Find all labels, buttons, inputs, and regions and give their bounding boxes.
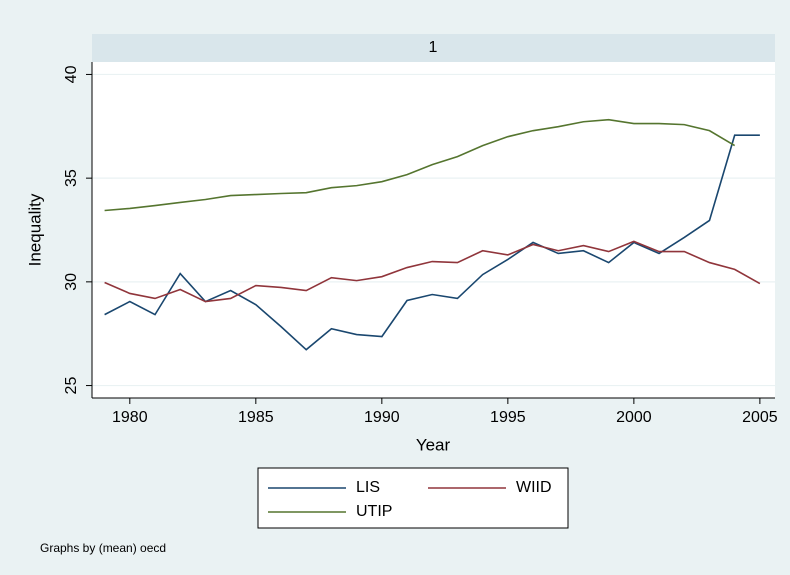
- y-tick-label: 30: [63, 273, 80, 291]
- y-tick-label: 25: [63, 377, 80, 395]
- legend-box: [257, 467, 569, 529]
- plot-area: [92, 62, 775, 398]
- legend-label: WIID: [516, 479, 552, 496]
- note: Graphs by (mean) oecd: [40, 541, 166, 555]
- y-tick-label: 35: [63, 169, 80, 187]
- y-tick-label: 40: [63, 65, 80, 83]
- x-tick-label: 1990: [364, 409, 400, 426]
- x-tick-label: 2005: [742, 409, 778, 426]
- x-tick-label: 2000: [616, 409, 652, 426]
- series-line: [104, 240, 761, 303]
- legend-label: UTIP: [356, 503, 392, 520]
- x-tick-label: 1980: [112, 409, 148, 426]
- x-tick-label: 1985: [238, 409, 274, 426]
- x-tick-label: 1995: [490, 409, 526, 426]
- series-line: [104, 134, 760, 351]
- legend-label: LIS: [356, 479, 380, 496]
- x-axis-label: Year: [416, 435, 451, 454]
- panel-label: 1: [429, 39, 438, 56]
- series-line: [104, 118, 736, 212]
- y-axis-label: Inequality: [25, 193, 44, 266]
- panel-header: [92, 34, 775, 62]
